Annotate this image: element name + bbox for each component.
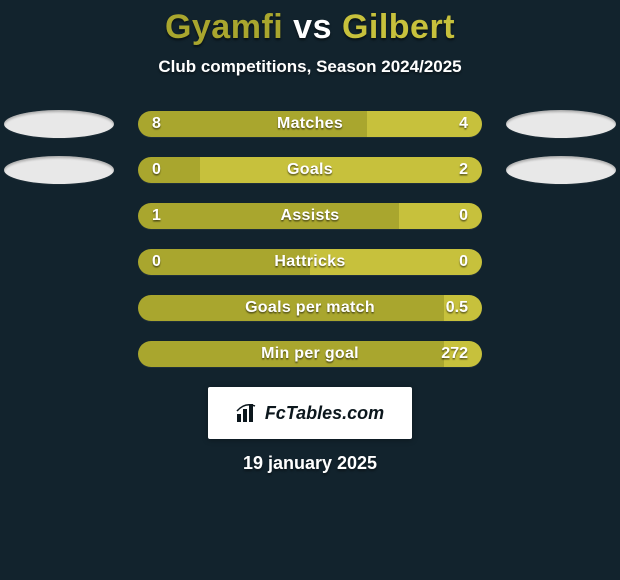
logo-text: FcTables.com bbox=[265, 403, 384, 424]
stat-row: 02Goals bbox=[0, 157, 620, 183]
date-text: 19 january 2025 bbox=[0, 453, 620, 474]
subtitle: Club competitions, Season 2024/2025 bbox=[0, 57, 620, 77]
photo-placeholder-right bbox=[506, 110, 616, 138]
logo-box: FcTables.com bbox=[208, 387, 412, 439]
chart-area: 84Matches 02Goals 10Assists 00Hattricks 0.5G… bbox=[0, 111, 620, 367]
stat-bar: 84Matches bbox=[138, 111, 482, 137]
photo-placeholder-left bbox=[4, 110, 114, 138]
bar-fill-right bbox=[399, 203, 482, 229]
stat-bar: 272Min per goal bbox=[138, 341, 482, 367]
stat-row: 10Assists bbox=[0, 203, 620, 229]
bar-fill-right bbox=[444, 341, 482, 367]
bars-icon bbox=[236, 403, 258, 423]
bar-fill-right bbox=[200, 157, 482, 183]
main-title: Gyamfi vs Gilbert bbox=[0, 8, 620, 47]
stat-row: 00Hattricks bbox=[0, 249, 620, 275]
bar-fill-right bbox=[310, 249, 482, 275]
stat-row: 84Matches bbox=[0, 111, 620, 137]
comparison-infographic: Gyamfi vs Gilbert Club competitions, Sea… bbox=[0, 0, 620, 580]
bar-fill-left bbox=[138, 249, 310, 275]
title-vs: vs bbox=[293, 8, 332, 46]
stat-row: 0.5Goals per match bbox=[0, 295, 620, 321]
bar-fill-left bbox=[138, 341, 444, 367]
photo-placeholder-left bbox=[4, 156, 114, 184]
stat-row: 272Min per goal bbox=[0, 341, 620, 367]
stat-bar: 02Goals bbox=[138, 157, 482, 183]
bar-fill-left bbox=[138, 295, 444, 321]
player1-name: Gyamfi bbox=[165, 8, 283, 46]
stat-bar: 0.5Goals per match bbox=[138, 295, 482, 321]
stat-bar: 10Assists bbox=[138, 203, 482, 229]
photo-placeholder-right bbox=[506, 156, 616, 184]
player2-name: Gilbert bbox=[342, 8, 455, 46]
bar-fill-right bbox=[444, 295, 482, 321]
bar-fill-left bbox=[138, 203, 399, 229]
stat-bar: 00Hattricks bbox=[138, 249, 482, 275]
bar-fill-left bbox=[138, 157, 200, 183]
bar-fill-left bbox=[138, 111, 367, 137]
bar-fill-right bbox=[367, 111, 482, 137]
